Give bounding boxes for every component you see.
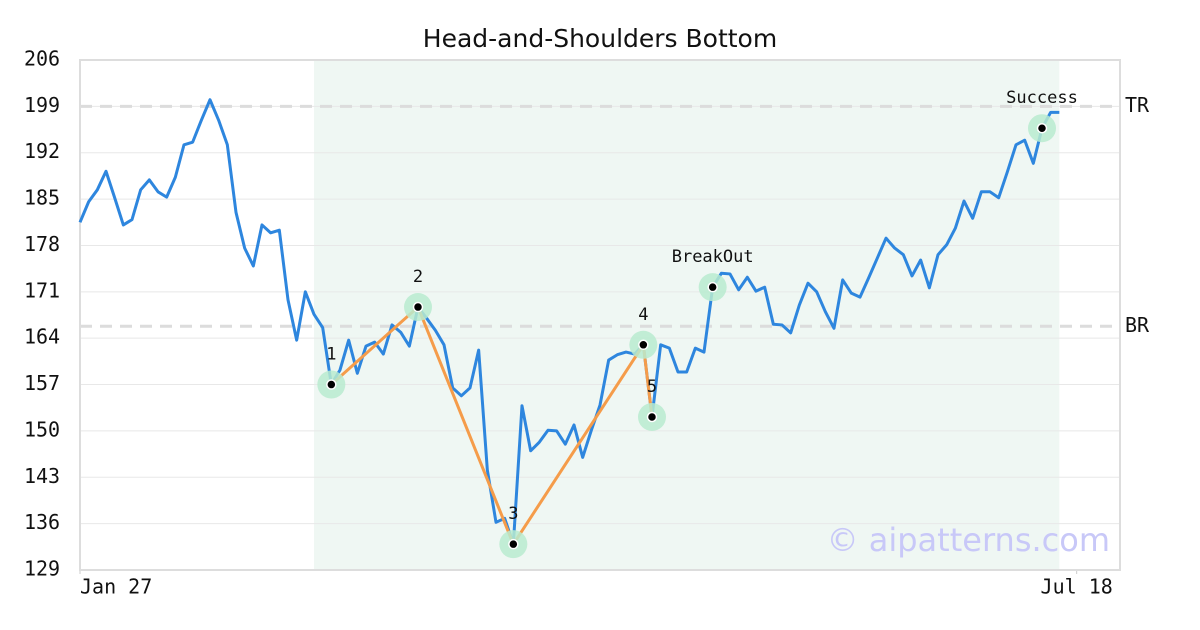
plot-frame (79, 59, 1121, 571)
y-tick-label: 143 (24, 464, 60, 488)
marker-dot (646, 411, 658, 423)
level-label: BR (1125, 313, 1150, 337)
x-tick-label: Jan 27 (80, 575, 152, 599)
x-tick-label: Jul 18 (1041, 575, 1113, 599)
marker-label: BreakOut (672, 247, 754, 267)
price-line (78, 98, 1060, 546)
level-label: TR (1125, 93, 1150, 117)
marker-label: Success (1006, 88, 1078, 108)
y-tick-label: 192 (24, 139, 60, 163)
y-tick-label: 199 (24, 93, 60, 117)
marker-label: 4 (638, 305, 648, 325)
marker-label: 5 (647, 377, 657, 397)
watermark: © aipatterns.com (827, 521, 1110, 559)
marker-dot (707, 281, 718, 293)
y-tick-label: 157 (24, 371, 60, 395)
y-tick-label: 129 (24, 557, 60, 581)
marker-dot (638, 339, 649, 351)
marker-dot (508, 538, 519, 550)
y-tick-label: 178 (24, 232, 60, 256)
marker-dot (412, 301, 424, 313)
y-tick-label: 136 (24, 510, 60, 534)
y-tick-label: 150 (24, 417, 60, 441)
marker-label: 1 (326, 345, 336, 365)
marker-dot (1036, 122, 1048, 134)
chart-title: Head-and-Shoulders Bottom (423, 24, 777, 53)
y-tick-label: 164 (24, 325, 60, 349)
marker-label: 2 (413, 267, 423, 287)
highlight-band (314, 60, 1060, 570)
y-tick-label: 185 (24, 186, 60, 210)
y-tick-label: 171 (24, 278, 60, 302)
marker-dot (326, 379, 337, 390)
marker-label: 3 (508, 504, 518, 524)
y-tick-label: 206 (24, 47, 60, 71)
